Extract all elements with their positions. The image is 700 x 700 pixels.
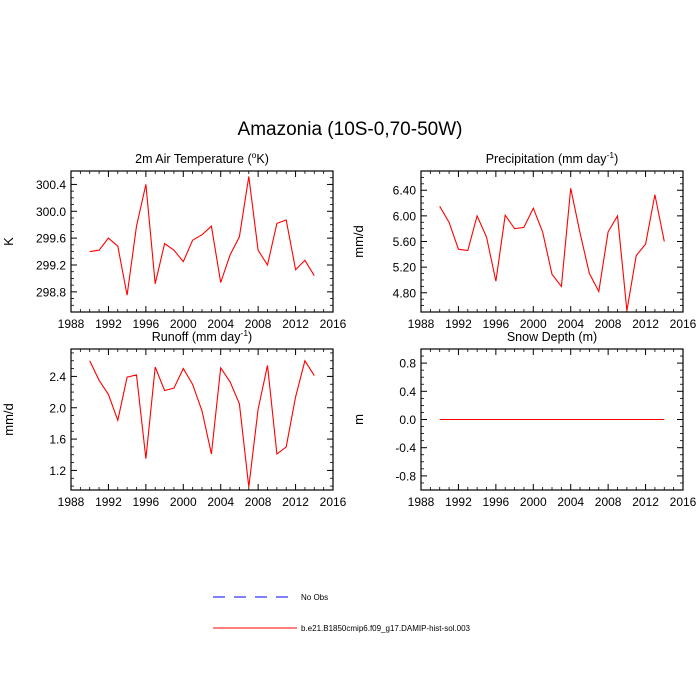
figure-title: Amazonia (10S-0,70-50W)	[238, 119, 463, 140]
panel-2: Precipitation (mm day-1) mm/d 1988 1992 1996…	[351, 150, 697, 331]
panel-title: 2m Air Temperature (oK)	[135, 150, 269, 166]
x-tick-label: 1988	[58, 495, 85, 509]
series-line	[439, 188, 665, 311]
y-axis-label: mm/d	[351, 225, 366, 258]
x-tick-label: 2016	[670, 495, 697, 509]
x-tick-label: 1988	[408, 495, 435, 509]
y-tick-label: 2.4	[49, 370, 66, 384]
y-tick-label: 5.60	[393, 235, 417, 249]
x-tick-label: 1988	[58, 317, 85, 331]
plot-frame	[70, 348, 334, 491]
panel-title: Runoff (mm day-1)	[152, 328, 252, 344]
x-tick-label: 2016	[320, 317, 347, 331]
y-tick-label: 4.80	[393, 286, 417, 300]
y-tick-label: -0.8	[395, 469, 416, 483]
y-tick-label: 6.00	[393, 209, 417, 223]
y-tick-label: 1.6	[49, 433, 66, 447]
y-tick-label: -0.4	[395, 441, 416, 455]
x-tick-label: 1996	[133, 317, 160, 331]
legend-item-1: No Obs	[213, 593, 328, 602]
panel-4: Snow Depth (m) m 1988 1992 1996 2000 2004 2008 2…	[351, 330, 697, 509]
series-line	[89, 176, 315, 296]
panel-3: Runoff (mm day-1) mm/d 1988 1992 1996 2000 200…	[1, 328, 347, 509]
x-tick-label: 2000	[170, 495, 197, 509]
x-tick-label: 1996	[483, 317, 510, 331]
x-tick-label: 2008	[595, 317, 622, 331]
x-tick-label: 2004	[207, 317, 234, 331]
x-tick-label: 2012	[632, 495, 659, 509]
y-tick-label: 1.2	[49, 464, 66, 478]
x-tick-label: 1996	[133, 495, 160, 509]
y-tick-label: 300.0	[36, 205, 66, 219]
legend: No Obs b.e21.B1850cmip6.f09_g17.DAMIP-his…	[213, 593, 471, 633]
legend-label: No Obs	[301, 593, 328, 602]
x-tick-label: 2000	[520, 495, 547, 509]
y-tick-label: 300.4	[36, 178, 66, 192]
x-tick-label: 2012	[632, 317, 659, 331]
x-tick-label: 1992	[445, 495, 472, 509]
x-tick-label: 2004	[557, 495, 584, 509]
y-tick-label: 5.20	[393, 261, 417, 275]
y-tick-label: 0.8	[399, 357, 416, 371]
y-tick-label: 298.8	[36, 285, 66, 299]
x-tick-label: 2004	[557, 317, 584, 331]
x-tick-label: 2004	[207, 495, 234, 509]
y-tick-label: 6.40	[393, 184, 417, 198]
x-tick-label: 1988	[408, 317, 435, 331]
y-axis-label: mm/d	[1, 403, 16, 436]
panel-1: 2m Air Temperature (oK) K 1988 1992 1996 2000…	[1, 150, 347, 331]
x-tick-label: 2008	[595, 495, 622, 509]
x-tick-label: 1992	[445, 317, 472, 331]
plot-frame	[70, 170, 334, 313]
x-tick-label: 2000	[170, 317, 197, 331]
legend-item-2: b.e21.B1850cmip6.f09_g17.DAMIP-hist-sol.…	[213, 624, 471, 633]
x-tick-label: 2008	[245, 317, 272, 331]
panel-title: Snow Depth (m)	[507, 330, 597, 344]
panels: 2m Air Temperature (oK) K 1988 1992 1996 2000…	[1, 150, 697, 509]
x-tick-label: 2012	[282, 495, 309, 509]
panel-title: Precipitation (mm day-1)	[486, 150, 619, 166]
y-tick-label: 0.0	[399, 413, 416, 427]
legend-label: b.e21.B1850cmip6.f09_g17.DAMIP-hist-sol.…	[301, 624, 471, 633]
x-tick-label: 2016	[320, 495, 347, 509]
x-tick-label: 2000	[520, 317, 547, 331]
x-tick-label: 1996	[483, 495, 510, 509]
y-tick-label: 299.2	[36, 259, 66, 273]
y-axis-label: K	[1, 237, 16, 246]
y-tick-label: 0.4	[399, 385, 416, 399]
x-tick-label: 1992	[95, 495, 122, 509]
x-tick-label: 2016	[670, 317, 697, 331]
y-tick-label: 299.6	[36, 232, 66, 246]
x-tick-label: 2012	[282, 317, 309, 331]
y-tick-label: 2.0	[49, 401, 66, 415]
plot-frame	[420, 170, 684, 313]
series-line	[89, 359, 315, 487]
y-axis-label: m	[351, 414, 366, 425]
x-tick-label: 1992	[95, 317, 122, 331]
x-tick-label: 2008	[245, 495, 272, 509]
